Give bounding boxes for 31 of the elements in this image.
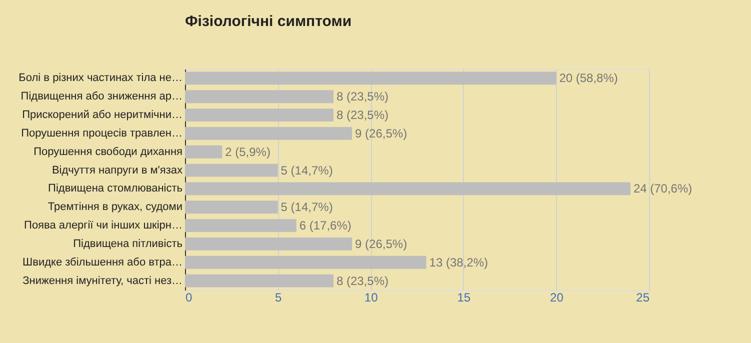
x-tick-label: 20 [550,290,564,304]
data-label: 13 (38,2%) [429,255,488,270]
chart-title: Фізіологічні симптоми [185,13,352,30]
data-label: 8 (23,5%) [336,90,389,104]
data-label: 5 (14,7%) [280,163,333,178]
y-tick-label: Порушення процесів травлен… [21,127,182,140]
y-tick-label: Тремтіння в руках, судоми [48,201,182,214]
x-tick-label: 5 [274,290,282,304]
x-tick-label: 0 [186,290,192,304]
y-tick-label: Поява алергії чи інших шкірн… [24,220,182,232]
data-label: 8 (23,5%) [336,108,389,122]
y-tick-label: Зниження імунітету, часті нез… [22,274,182,287]
y-tick-label: Підвищення або зниження ар… [20,90,182,103]
y-tick-label: Прискорений або неритмічни… [22,109,182,122]
x-tick-label: 15 [457,290,471,304]
y-tick-label: Болі в різних частинах тіла не… [18,72,182,84]
data-label: 6 (17,6%) [299,218,352,233]
data-label: 5 (14,7%) [280,200,333,214]
data-label: 2 (5,9%) [225,144,270,159]
y-tick-label: Підвищена стомлюваність [48,182,183,195]
y-tick-label: Порушення свободи дихання [34,146,183,158]
y-tick-label: Швидке збільшення або втра… [22,256,182,268]
x-tick-label: 25 [636,290,650,304]
y-tick-label: Відчуття напруги в м'язах [52,164,183,176]
data-label: 24 (70,6%) [633,182,692,196]
data-label: 9 (26,5%) [355,126,408,140]
data-label: 20 (58,8%) [559,71,618,86]
data-label: 8 (23,5%) [336,274,389,288]
x-tick-label: 10 [364,290,378,304]
data-label: 9 (26,5%) [355,236,408,251]
y-tick-label: Підвищена пітливість [73,238,183,250]
